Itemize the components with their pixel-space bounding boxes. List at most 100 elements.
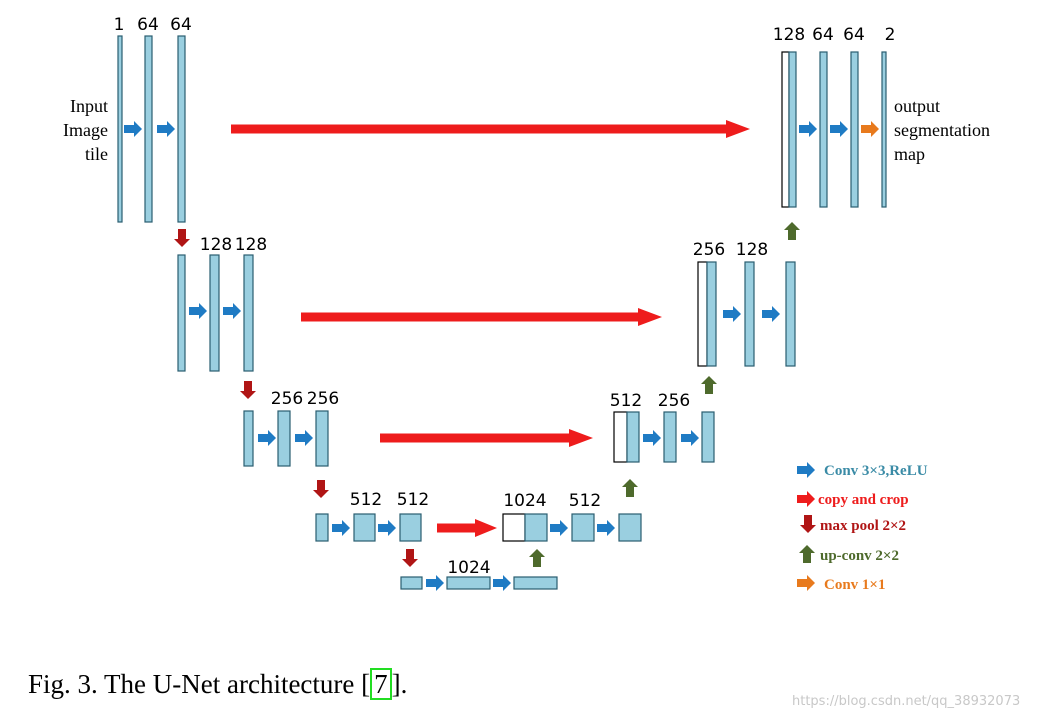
conv-arrow-icon (550, 520, 568, 536)
feature-map-dec2-crop (697, 261, 708, 367)
feature-map-dec1-conv1 (819, 51, 828, 208)
feature-map-dec3-conv1 (663, 411, 677, 463)
feature-map-enc4-pool (315, 513, 329, 542)
feature-map-enc1-conv1 (144, 35, 153, 223)
watermark: https://blog.csdn.net/qq_38932073 (792, 694, 1021, 709)
input-label-line2: Image (63, 120, 108, 140)
channel-label-dec2-concat: 256 (693, 240, 725, 260)
channel-label-dec3-concat: 512 (610, 391, 642, 411)
channel-label-enc3-conv2: 256 (307, 389, 339, 409)
feature-map-enc3-pool (243, 410, 254, 467)
conv-arrow-icon (426, 575, 444, 591)
feature-map-dec3-upconv (626, 411, 640, 463)
feature-map-enc4-conv2 (399, 513, 422, 542)
conv-arrow-icon (258, 430, 276, 446)
unet-diagram: 1 64 64 Input Image tile 128 64 64 2 out… (63, 15, 990, 593)
channel-label-enc4-conv2: 512 (397, 490, 429, 510)
dark-red-down-arrow-icon (800, 515, 816, 533)
feature-map-dec2-conv1 (744, 261, 755, 367)
feature-map-enc4-conv1 (353, 513, 376, 542)
copy-crop-arrow-icon (301, 308, 662, 326)
output-label-line1: output (894, 96, 940, 116)
channel-label-dec4-conv1: 512 (569, 491, 601, 511)
conv1x1-arrow-icon (861, 121, 879, 137)
channel-label-enc2-conv2: 128 (235, 235, 267, 255)
caption-text: Fig. 3. The U-Net architecture [ (28, 669, 371, 699)
green-up-arrow-icon (799, 545, 815, 563)
citation-link[interactable]: 7 (370, 668, 392, 700)
output-label-line3: map (894, 144, 925, 164)
figure-caption: Fig. 3. The U-Net architecture [7]. (28, 668, 407, 700)
feature-map-enc2-pool (177, 254, 186, 372)
conv-arrow-icon (643, 430, 661, 446)
feature-map-dec4-upconv (524, 513, 548, 542)
copy-crop-arrow-icon (231, 120, 750, 138)
conv-arrow-icon (124, 121, 142, 137)
caption-text-end: ]. (391, 669, 408, 699)
feature-map-dec2-conv2 (785, 261, 796, 367)
max-pool-arrow-icon (402, 549, 418, 567)
conv-arrow-icon (493, 575, 511, 591)
input-label-line1: Input (70, 96, 108, 116)
legend-up-conv-label: up-conv 2×2 (820, 548, 899, 564)
blue-right-arrow-icon (797, 462, 815, 478)
conv-arrow-icon (295, 430, 313, 446)
channel-label-dec3-conv1: 256 (658, 391, 690, 411)
conv-arrow-icon (762, 306, 780, 322)
conv-arrow-icon (189, 303, 207, 319)
conv-arrow-icon (681, 430, 699, 446)
channel-label-enc3-conv1: 256 (271, 389, 303, 409)
feature-map-bottom-conv1 (446, 576, 491, 590)
channel-label-enc2-conv1: 128 (200, 235, 232, 255)
conv-arrow-icon (723, 306, 741, 322)
feature-map-bottom-pool (400, 576, 423, 590)
copy-crop-arrow-icon (437, 519, 497, 537)
feature-map-dec3-conv2 (701, 411, 715, 463)
feature-map-dec4-crop (502, 513, 526, 542)
max-pool-arrow-icon (240, 381, 256, 399)
feature-map-enc3-conv1 (277, 410, 291, 467)
conv-arrow-icon (378, 520, 396, 536)
feature-map-dec2-upconv (706, 261, 717, 367)
channel-label-dec1-conv2: 64 (843, 25, 865, 45)
feature-map-enc3-conv2 (315, 410, 329, 467)
legend-max-pool-label: max pool 2×2 (820, 518, 906, 534)
channel-label-dec1-conv1: 64 (812, 25, 834, 45)
channel-label-enc1-conv2: 64 (170, 15, 192, 35)
legend-copy-crop-label: copy and crop (818, 492, 909, 508)
legend-conv3x3-label: Conv 3×3,ReLU (824, 463, 928, 479)
feature-map-dec4-conv1 (571, 513, 595, 542)
conv-arrow-icon (157, 121, 175, 137)
orange-right-arrow-icon (797, 575, 815, 591)
legend: Conv 3×3,ReLU copy and crop max pool 2×2… (797, 462, 928, 593)
conv-arrow-icon (597, 520, 615, 536)
feature-map-enc2-conv2 (243, 254, 254, 372)
channel-label-dec4-concat: 1024 (503, 491, 546, 511)
channel-label-dec1-concat: 128 (773, 25, 805, 45)
red-right-arrow-icon (797, 491, 815, 507)
input-label-line3: tile (85, 144, 108, 164)
max-pool-arrow-icon (313, 480, 329, 498)
feature-map-dec4-conv2 (618, 513, 642, 542)
legend-conv1x1-label: Conv 1×1 (824, 577, 885, 593)
up-conv-arrow-icon (784, 222, 800, 240)
feature-map-bottom-conv2 (513, 576, 558, 590)
conv-arrow-icon (830, 121, 848, 137)
feature-map-enc1-input (117, 35, 123, 223)
feature-map-dec3-crop (613, 411, 628, 463)
conv-arrow-icon (799, 121, 817, 137)
feature-map-enc2-conv1 (209, 254, 220, 372)
feature-map-dec1-conv2 (850, 51, 859, 208)
conv-arrow-icon (223, 303, 241, 319)
feature-map-enc1-conv2 (177, 35, 186, 223)
up-conv-arrow-icon (529, 549, 545, 567)
max-pool-arrow-icon (174, 229, 190, 247)
copy-crop-arrow-icon (380, 429, 593, 447)
up-conv-arrow-icon (701, 376, 717, 394)
feature-map-dec1-upconv (788, 51, 797, 208)
channel-label-dec1-output: 2 (885, 25, 896, 45)
up-conv-arrow-icon (622, 479, 638, 497)
channel-label-dec2-conv1: 128 (736, 240, 768, 260)
output-label-line2: segmentation (894, 120, 990, 140)
channel-label-enc1-input: 1 (114, 15, 125, 35)
